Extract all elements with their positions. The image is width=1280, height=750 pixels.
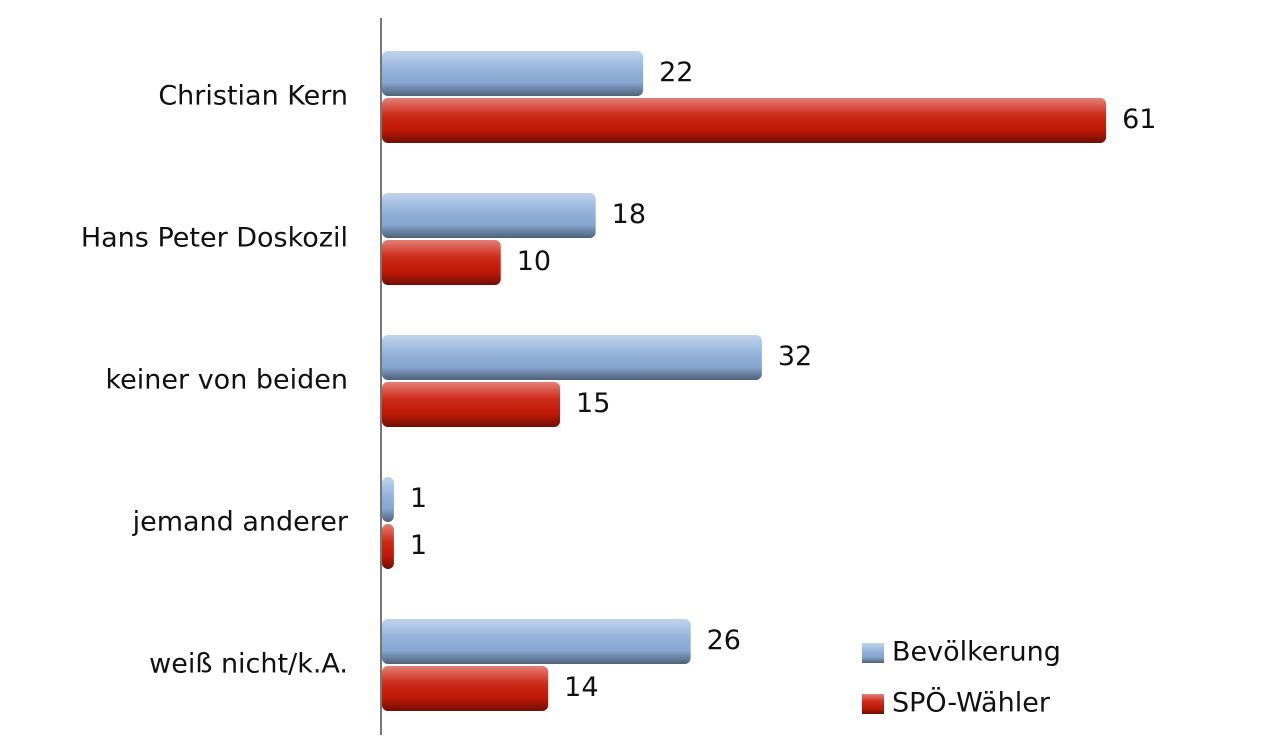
value-label: 18 <box>612 199 646 230</box>
value-label: 10 <box>517 246 551 277</box>
value-label: 1 <box>410 483 427 514</box>
bar-shading <box>382 240 501 285</box>
legend-swatch-shading <box>862 694 884 714</box>
category-label: Christian Kern <box>158 81 348 112</box>
value-label: 1 <box>410 530 427 561</box>
bar-shading <box>382 193 596 238</box>
legend-label: Bevölkerung <box>892 637 1061 668</box>
value-label: 32 <box>778 341 812 372</box>
value-label: 14 <box>564 672 598 703</box>
value-label: 26 <box>707 625 741 656</box>
value-label: 61 <box>1122 104 1156 135</box>
bar-shading <box>382 524 394 569</box>
bar-shading <box>382 51 644 96</box>
category-label: Hans Peter Doskozil <box>81 223 348 254</box>
legend-label: SPÖ-Wähler <box>892 687 1051 719</box>
bar-shading <box>382 335 762 380</box>
bar-shading <box>382 477 394 522</box>
category-label: jemand anderer <box>132 507 349 538</box>
bar-shading <box>382 619 691 664</box>
bar-shading <box>382 98 1107 143</box>
value-label: 15 <box>576 388 610 419</box>
category-label: keiner von beiden <box>106 365 349 396</box>
value-label: 22 <box>659 57 693 88</box>
category-label: weiß nicht/k.A. <box>149 649 348 680</box>
legend-swatch-shading <box>862 643 884 663</box>
bar-shading <box>382 666 549 711</box>
bar-shading <box>382 382 561 427</box>
